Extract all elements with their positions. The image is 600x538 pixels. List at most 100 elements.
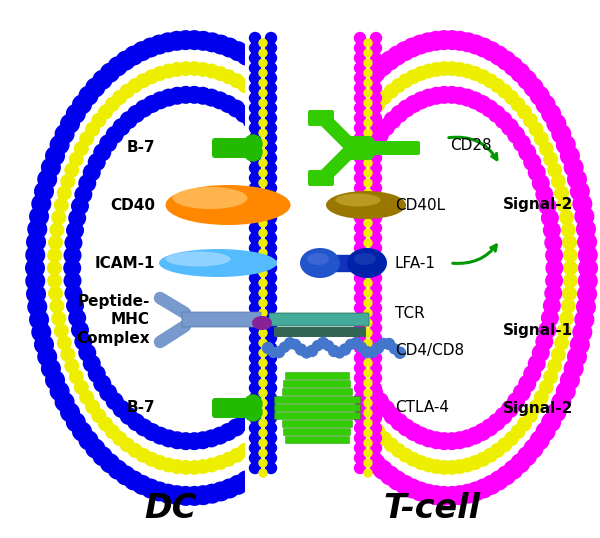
Circle shape <box>473 478 494 499</box>
Circle shape <box>71 197 89 215</box>
Circle shape <box>265 103 277 114</box>
Circle shape <box>350 164 368 181</box>
FancyBboxPatch shape <box>286 372 349 379</box>
Circle shape <box>185 432 203 450</box>
Circle shape <box>346 86 367 105</box>
Circle shape <box>523 77 544 97</box>
Circle shape <box>330 174 345 189</box>
Circle shape <box>468 455 483 470</box>
Circle shape <box>497 437 512 452</box>
Circle shape <box>353 122 368 137</box>
Circle shape <box>335 221 353 239</box>
Circle shape <box>259 279 267 287</box>
Circle shape <box>265 372 277 384</box>
FancyBboxPatch shape <box>212 398 258 418</box>
Circle shape <box>311 197 326 213</box>
Circle shape <box>49 299 64 314</box>
Circle shape <box>371 213 382 223</box>
Circle shape <box>329 114 350 133</box>
Circle shape <box>541 209 559 227</box>
Circle shape <box>371 182 382 194</box>
Circle shape <box>85 399 100 414</box>
Circle shape <box>350 338 361 349</box>
Circle shape <box>85 77 106 97</box>
Circle shape <box>510 453 530 473</box>
Circle shape <box>250 118 268 136</box>
Circle shape <box>371 372 382 384</box>
Circle shape <box>343 332 361 351</box>
Circle shape <box>300 114 320 133</box>
Circle shape <box>395 475 415 495</box>
Circle shape <box>529 399 544 414</box>
Circle shape <box>265 123 277 133</box>
Circle shape <box>517 416 532 431</box>
Circle shape <box>300 297 320 317</box>
Circle shape <box>410 34 430 54</box>
Circle shape <box>250 243 260 253</box>
Circle shape <box>346 430 367 450</box>
Circle shape <box>413 66 428 81</box>
Circle shape <box>364 319 372 327</box>
FancyBboxPatch shape <box>275 397 361 404</box>
Circle shape <box>184 486 205 506</box>
FancyBboxPatch shape <box>284 380 350 387</box>
Circle shape <box>74 141 89 156</box>
Circle shape <box>250 313 260 323</box>
Circle shape <box>337 309 355 327</box>
Circle shape <box>259 339 267 347</box>
FancyBboxPatch shape <box>212 138 258 158</box>
Circle shape <box>483 448 498 463</box>
Circle shape <box>314 210 329 225</box>
Circle shape <box>161 63 176 79</box>
FancyBboxPatch shape <box>308 110 334 126</box>
Circle shape <box>361 346 373 358</box>
Circle shape <box>364 279 372 287</box>
Circle shape <box>280 399 295 414</box>
Circle shape <box>434 486 454 506</box>
Circle shape <box>355 252 365 264</box>
Circle shape <box>371 273 382 284</box>
Circle shape <box>265 93 277 103</box>
Circle shape <box>371 126 389 144</box>
Circle shape <box>284 174 302 192</box>
Circle shape <box>265 213 277 223</box>
Circle shape <box>99 134 117 152</box>
Circle shape <box>364 209 372 217</box>
Circle shape <box>259 69 267 77</box>
Circle shape <box>106 392 124 410</box>
Circle shape <box>263 384 281 402</box>
Circle shape <box>274 346 284 358</box>
Circle shape <box>31 194 51 214</box>
Circle shape <box>269 143 287 161</box>
Circle shape <box>308 186 323 201</box>
Circle shape <box>250 103 260 114</box>
Circle shape <box>304 322 323 342</box>
Circle shape <box>265 43 277 53</box>
Circle shape <box>395 41 415 61</box>
Circle shape <box>554 335 569 350</box>
Circle shape <box>259 119 267 127</box>
Circle shape <box>265 463 277 473</box>
Circle shape <box>343 380 358 395</box>
Circle shape <box>287 332 305 351</box>
Circle shape <box>92 446 113 466</box>
Circle shape <box>202 89 220 107</box>
Circle shape <box>335 245 355 265</box>
Circle shape <box>371 152 382 164</box>
Circle shape <box>55 392 74 412</box>
Circle shape <box>320 222 335 237</box>
Circle shape <box>353 399 368 414</box>
Text: Signal-2: Signal-2 <box>503 197 574 213</box>
Circle shape <box>100 453 120 473</box>
Circle shape <box>544 284 562 302</box>
Circle shape <box>518 143 536 161</box>
Circle shape <box>298 245 318 265</box>
Circle shape <box>365 134 383 152</box>
Ellipse shape <box>307 253 329 265</box>
Circle shape <box>50 134 70 155</box>
Text: Signal-1: Signal-1 <box>503 322 573 337</box>
Circle shape <box>329 402 350 422</box>
Circle shape <box>359 446 379 466</box>
Circle shape <box>253 459 272 480</box>
Circle shape <box>259 379 267 387</box>
